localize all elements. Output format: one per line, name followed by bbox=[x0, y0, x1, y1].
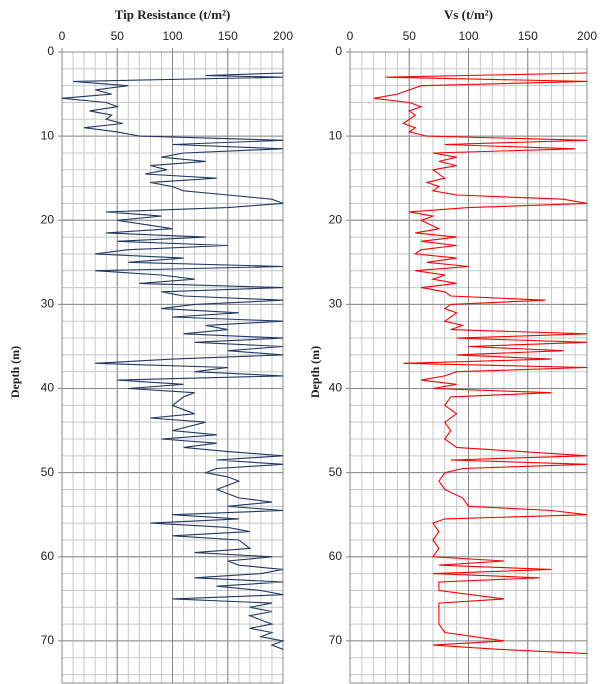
x-tick-label: 50 bbox=[111, 29, 125, 43]
plot-frame bbox=[61, 51, 284, 684]
y-tick-label: 40 bbox=[41, 381, 55, 395]
y-tick-label: 60 bbox=[41, 549, 55, 563]
y-tick-label: 60 bbox=[329, 549, 343, 563]
y-tick-label: 50 bbox=[41, 465, 55, 479]
y-tick-label: 0 bbox=[335, 44, 342, 58]
y-tick-label: 10 bbox=[329, 128, 343, 142]
x-tick-label: 50 bbox=[403, 29, 417, 43]
y-tick-label: 10 bbox=[41, 128, 55, 142]
y-tick-label: 30 bbox=[329, 297, 343, 311]
x-tick-label: 100 bbox=[162, 29, 182, 43]
x-tick-label: 0 bbox=[347, 29, 354, 43]
x-tick-label: 150 bbox=[218, 29, 238, 43]
y-tick-label: 50 bbox=[329, 465, 343, 479]
profile-line bbox=[373, 72, 588, 655]
x-tick-label: 200 bbox=[577, 29, 597, 43]
chart-title: Vs (t/m²) bbox=[444, 7, 493, 22]
y-axis-label: Depth (m) bbox=[308, 346, 322, 398]
chart-title: Tip Resistance (t/m²) bbox=[115, 7, 231, 22]
x-tick-label: 150 bbox=[518, 29, 538, 43]
x-tick-label: 200 bbox=[273, 29, 293, 43]
y-tick-label: 0 bbox=[47, 44, 54, 58]
x-tick-label: 0 bbox=[59, 29, 66, 43]
y-tick-label: 40 bbox=[329, 381, 343, 395]
y-tick-label: 70 bbox=[41, 633, 55, 647]
y-tick-label: 20 bbox=[41, 212, 55, 226]
profile-line bbox=[61, 72, 286, 650]
x-tick-label: 100 bbox=[458, 29, 478, 43]
y-axis-label: Depth (m) bbox=[8, 346, 22, 398]
y-tick-label: 70 bbox=[329, 633, 343, 647]
y-tick-label: 30 bbox=[41, 297, 55, 311]
y-tick-label: 20 bbox=[329, 212, 343, 226]
